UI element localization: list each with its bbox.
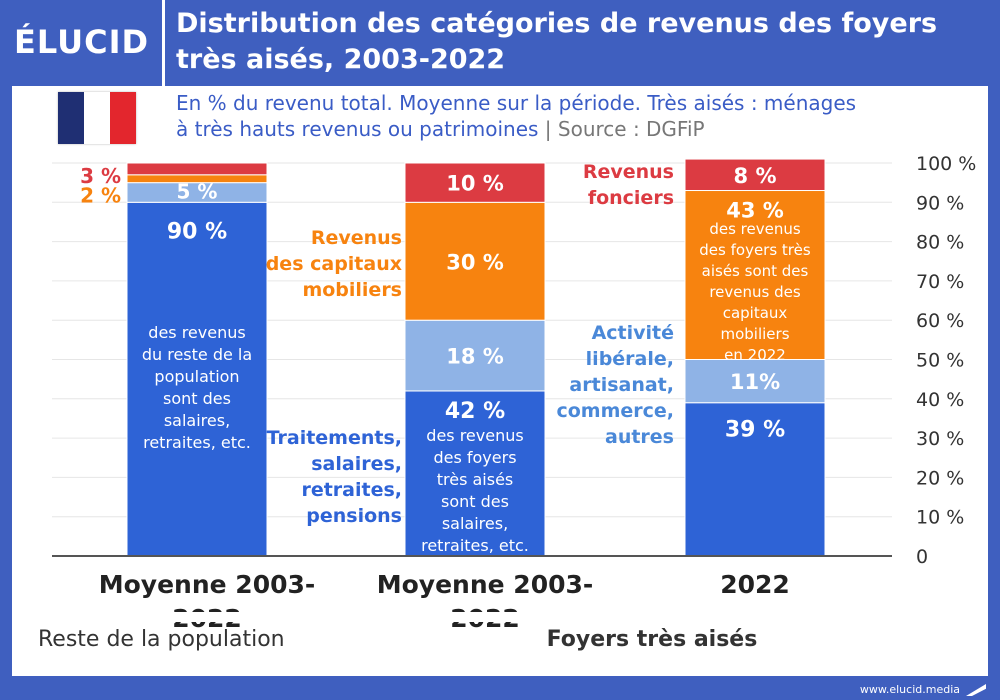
- x-category-label: 2022: [720, 570, 790, 599]
- series-label-activite: commerce,: [556, 400, 674, 422]
- subtitle: En % du revenu total. Moyenne sur la pér…: [176, 90, 966, 142]
- group-label-foyers: Foyers très aisés: [547, 627, 758, 652]
- series-label-salaires: Traitements,: [267, 427, 402, 449]
- annotation-text: des foyers très: [699, 241, 811, 259]
- annotation-text: capitaux: [723, 304, 788, 322]
- annotation-text: aisés sont des: [702, 262, 809, 280]
- data-label: 39 %: [725, 418, 785, 443]
- annotation-text: des revenus: [426, 426, 523, 445]
- elucid-logo: ÉLUCID: [14, 23, 150, 61]
- x-category-label: Moyenne 2003-: [99, 570, 316, 599]
- series-label-capitaux: des capitaux: [266, 253, 402, 275]
- subtitle-line-1: En % du revenu total. Moyenne sur la pér…: [176, 91, 857, 115]
- stacked-bar-chart: 0 10 % 20 % 30 % 40 % 50 % 60 % 70 % 80 % 90 % 100…: [12, 153, 988, 652]
- data-label: 3 %: [80, 164, 121, 188]
- data-label: 2 %: [80, 184, 121, 208]
- france-flag-icon: [58, 92, 136, 144]
- annotation-text: sont des: [163, 389, 231, 408]
- y-tick-label: 90 %: [916, 192, 964, 214]
- title-line-2: très aisés, 2003-2022: [176, 44, 506, 75]
- y-tick-label: 30 %: [916, 428, 964, 450]
- annotation-text: en 2022: [724, 346, 786, 364]
- data-label: 8 %: [734, 164, 777, 188]
- y-tick-label: 80 %: [916, 232, 964, 254]
- annotation-text: retraites, etc.: [421, 536, 529, 555]
- y-tick-label: 0: [916, 546, 928, 568]
- bar-segment-fonciers: [404, 162, 546, 203]
- series-label-capitaux: Revenus: [311, 227, 402, 249]
- annotation-text: salaires,: [164, 411, 230, 430]
- title-line-1: Distribution des catégories de revenus d…: [176, 8, 938, 39]
- bar-segment-capitaux: [404, 201, 546, 321]
- data-label: 11%: [730, 370, 780, 394]
- series-label-fonciers: Revenus: [583, 161, 674, 183]
- chart-panel: En % du revenu total. Moyenne sur la pér…: [12, 86, 988, 676]
- page-title: Distribution des catégories de revenus d…: [176, 6, 976, 78]
- annotation-text: du reste de la: [142, 345, 252, 364]
- annotation-text: population: [154, 367, 239, 386]
- y-tick-label: 50 %: [916, 350, 964, 372]
- data-label: 43 %: [726, 199, 784, 223]
- series-label-salaires: retraites,: [301, 479, 402, 501]
- header-divider: [162, 0, 165, 86]
- y-tick-label: 100 %: [916, 153, 976, 175]
- series-label-activite: autres: [605, 426, 674, 448]
- annotation-text: salaires,: [442, 514, 508, 533]
- subtitle-separator: |: [544, 117, 552, 141]
- bar-segment-fonciers: [684, 158, 826, 192]
- bar-segment-fonciers: [126, 162, 268, 176]
- bar-segment-activite: [684, 359, 826, 404]
- series-label-activite: Activité: [592, 322, 674, 344]
- footer-url: www.elucid.media: [859, 683, 960, 696]
- data-label: 5 %: [177, 179, 218, 203]
- bar-segment-salaires: [126, 201, 268, 557]
- annotation-text: des revenus: [148, 323, 245, 342]
- bar-segment-salaires: [404, 390, 546, 557]
- y-tick-label: 40 %: [916, 389, 964, 411]
- y-tick-label: 10 %: [916, 507, 964, 529]
- data-label: 90 %: [167, 219, 227, 244]
- annotation-text: retraites, etc.: [143, 433, 251, 452]
- group-label-reste: Reste de la population: [38, 627, 285, 652]
- x-category-label: Moyenne 2003-: [377, 570, 594, 599]
- annotation-text: mobiliers: [720, 325, 789, 343]
- data-label: 10 %: [446, 172, 504, 196]
- series-label-salaires: pensions: [306, 505, 402, 527]
- label-mask: [12, 612, 988, 622]
- bar-segment-salaires: [684, 402, 826, 557]
- series-label-capitaux: mobiliers: [302, 279, 402, 301]
- subtitle-line-2: à très hauts revenus ou patrimoines | So…: [176, 116, 966, 142]
- y-tick-label: 70 %: [916, 271, 964, 293]
- series-label-fonciers: fonciers: [588, 187, 674, 209]
- series-label-activite: artisanat,: [569, 374, 674, 396]
- data-label: 18 %: [446, 345, 504, 369]
- bar-segment-activite: [404, 319, 546, 392]
- annotation-text: sont des: [441, 492, 509, 511]
- annotation-text: des revenus: [709, 220, 801, 238]
- data-label: 42 %: [445, 399, 505, 424]
- source-text: Source : DGFiP: [557, 117, 705, 141]
- series-label-activite: libérale,: [586, 348, 674, 370]
- subtitle-line-2-text: à très hauts revenus ou patrimoines: [176, 117, 539, 141]
- y-tick-label: 20 %: [916, 467, 964, 489]
- header: ÉLUCID Distribution des catégories de re…: [0, 0, 1000, 86]
- annotation-text: revenus des: [709, 283, 801, 301]
- annotation-text: des foyers: [433, 448, 516, 467]
- bar-segment-capitaux: [684, 190, 826, 361]
- y-tick-label: 60 %: [916, 310, 964, 332]
- annotation-text: très aisés: [437, 470, 514, 489]
- series-label-salaires: salaires,: [311, 453, 402, 475]
- footer-logo-icon: [966, 684, 986, 696]
- data-label: 30 %: [446, 250, 504, 274]
